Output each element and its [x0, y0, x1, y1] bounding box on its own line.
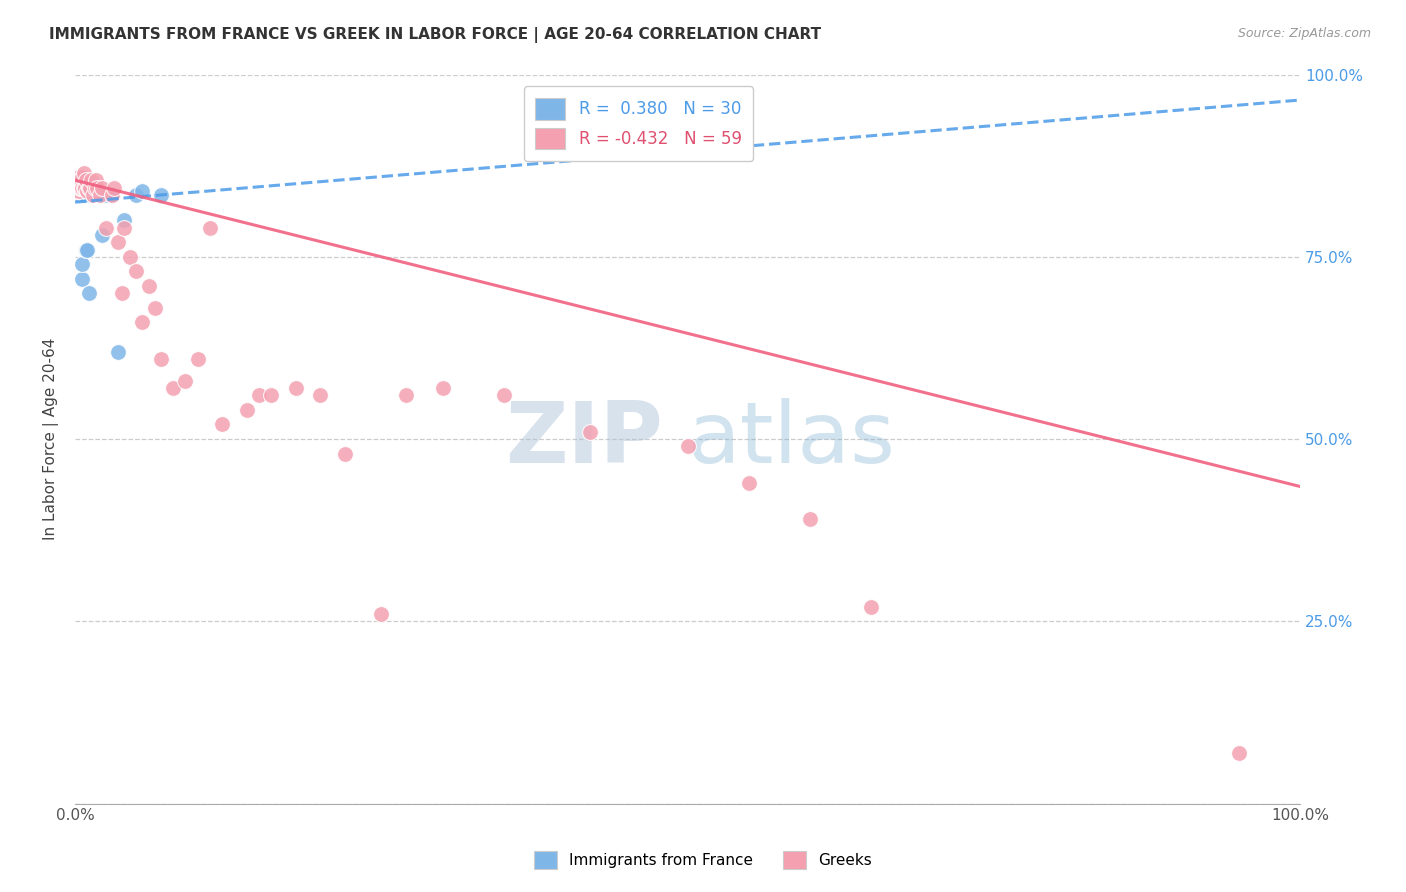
Point: [72, 271, 94, 285]
Point: [94, 220, 117, 235]
Point: [67, 187, 90, 202]
Point: [73, 187, 96, 202]
Point: [309, 388, 332, 402]
Point: [198, 220, 221, 235]
Point: [72, 180, 94, 194]
Point: [101, 187, 124, 202]
Point: [211, 417, 233, 432]
Point: [125, 187, 148, 202]
Point: [101, 187, 124, 202]
Point: [67, 169, 90, 184]
Point: [80, 173, 103, 187]
Point: [66, 180, 89, 194]
Point: [162, 381, 184, 395]
Point: [131, 184, 153, 198]
Point: [76, 184, 98, 198]
Point: [120, 250, 142, 264]
Legend: Immigrants from France, Greeks: Immigrants from France, Greeks: [527, 845, 879, 875]
Point: [70, 184, 93, 198]
Point: [73, 166, 96, 180]
Point: [138, 279, 160, 293]
Point: [65, 173, 87, 187]
Point: [67, 187, 90, 202]
Point: [69, 180, 91, 194]
Point: [83, 180, 105, 194]
Point: [73, 187, 96, 202]
Point: [70, 173, 93, 187]
Point: [73, 180, 96, 194]
Point: [174, 374, 197, 388]
Point: [235, 403, 257, 417]
Point: [333, 447, 356, 461]
Text: Source: ZipAtlas.com: Source: ZipAtlas.com: [1237, 27, 1371, 40]
Point: [72, 257, 94, 271]
Point: [75, 173, 97, 187]
Point: [260, 388, 283, 402]
Point: [82, 187, 104, 202]
Point: [103, 180, 125, 194]
Point: [107, 235, 129, 250]
Point: [284, 381, 307, 395]
Point: [69, 187, 91, 202]
Point: [79, 187, 101, 202]
Point: [65, 184, 87, 198]
Point: [94, 187, 117, 202]
Point: [149, 351, 172, 366]
Point: [125, 264, 148, 278]
Legend: R =  0.380   N = 30, R = -0.432   N = 59: R = 0.380 N = 30, R = -0.432 N = 59: [523, 87, 754, 161]
Point: [187, 351, 209, 366]
Point: [77, 286, 100, 301]
Point: [91, 227, 114, 242]
Point: [89, 187, 111, 202]
Point: [84, 173, 107, 187]
Point: [70, 187, 93, 202]
Point: [73, 184, 96, 198]
Point: [370, 607, 392, 621]
Point: [79, 180, 101, 194]
Point: [131, 315, 153, 329]
Text: ZIP: ZIP: [505, 398, 664, 481]
Point: [91, 180, 114, 194]
Point: [73, 180, 96, 194]
Point: [676, 93, 699, 107]
Point: [799, 512, 821, 526]
Point: [69, 184, 91, 198]
Point: [1227, 746, 1250, 760]
Text: IMMIGRANTS FROM FRANCE VS GREEK IN LABOR FORCE | AGE 20-64 CORRELATION CHART: IMMIGRANTS FROM FRANCE VS GREEK IN LABOR…: [49, 27, 821, 43]
Point: [67, 184, 90, 198]
Point: [395, 388, 418, 402]
Point: [66, 173, 89, 187]
Point: [76, 243, 98, 257]
Point: [75, 243, 97, 257]
Point: [247, 388, 270, 402]
Point: [82, 187, 104, 202]
Point: [143, 301, 166, 315]
Point: [86, 180, 108, 194]
Point: [72, 169, 94, 184]
Text: atlas: atlas: [688, 398, 896, 481]
Point: [89, 187, 111, 202]
Point: [66, 187, 89, 202]
Point: [676, 439, 699, 453]
Point: [112, 213, 135, 227]
Point: [77, 180, 100, 194]
Point: [492, 388, 515, 402]
Point: [149, 187, 172, 202]
Point: [65, 187, 87, 202]
Point: [112, 220, 135, 235]
Point: [860, 599, 883, 614]
Y-axis label: In Labor Force | Age 20-64: In Labor Force | Age 20-64: [44, 338, 59, 541]
Point: [67, 184, 90, 198]
Point: [738, 475, 761, 490]
Point: [578, 425, 600, 439]
Point: [432, 381, 454, 395]
Point: [107, 344, 129, 359]
Point: [111, 286, 134, 301]
Point: [67, 173, 90, 187]
Point: [66, 184, 89, 198]
Point: [70, 180, 93, 194]
